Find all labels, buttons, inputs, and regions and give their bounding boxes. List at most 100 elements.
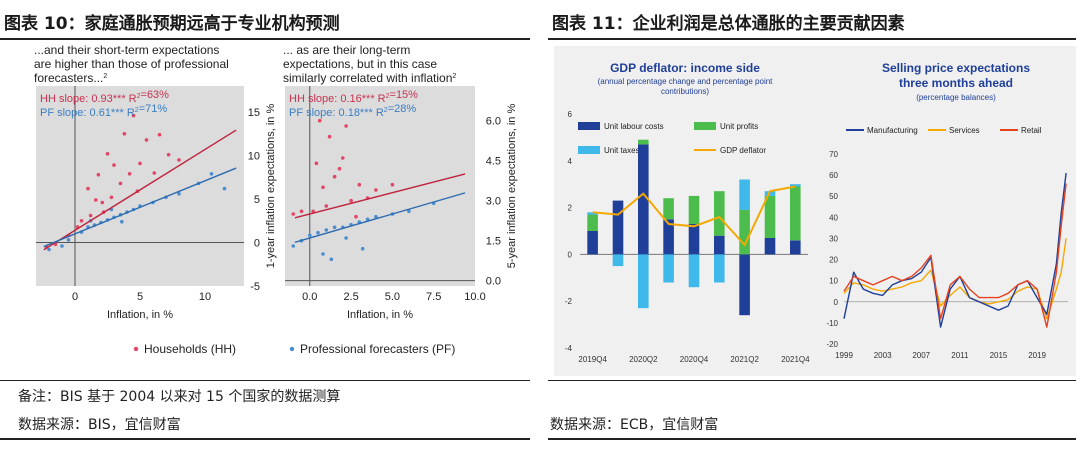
bar-segment — [688, 195, 700, 224]
x-axis-label: Inflation, in % — [347, 309, 413, 321]
legend-label-professional: Professional forecasters (PF) — [300, 342, 455, 356]
y-tick-label: -20 — [826, 340, 838, 349]
x-tick-label: 2020Q2 — [629, 355, 658, 364]
data-point — [374, 214, 378, 219]
data-point — [341, 156, 345, 160]
x-axis-label: Inflation, in % — [107, 309, 173, 321]
data-point — [222, 186, 227, 191]
bar-segment — [663, 219, 674, 255]
chart-title: GDP deflator: income side — [610, 61, 760, 75]
data-point — [118, 181, 123, 186]
source-note: 数据来源：BIS，宜信财富 — [18, 417, 181, 433]
chart-subtitle: ...and their short-term expectations — [34, 43, 219, 57]
data-point — [332, 174, 337, 179]
y-axis-label: 5-year inflation expectations, in % — [506, 104, 518, 269]
data-point — [316, 230, 320, 235]
x-tick-label: 10 — [199, 291, 211, 303]
bar-segment — [587, 214, 598, 231]
y-tick-label: 0 — [254, 238, 260, 250]
data-point — [291, 212, 296, 216]
y-tick-label: 2 — [568, 204, 573, 213]
right-figure: 图表 11：企业利润是总体通胀的主要贡献因素 GDP deflator: inc… — [548, 0, 1080, 451]
y-tick-label: 4 — [568, 157, 573, 166]
data-point — [96, 172, 101, 177]
data-point — [152, 171, 157, 175]
legend-swatch — [578, 146, 600, 154]
data-point — [138, 161, 142, 166]
bar-segment — [612, 200, 624, 255]
data-point — [105, 152, 110, 156]
x-tick-label: 2021Q2 — [730, 355, 759, 364]
bar-segment — [739, 209, 750, 255]
plot-area — [36, 86, 244, 286]
data-point — [329, 257, 334, 262]
legend-label: Services — [949, 126, 980, 135]
legend-label-households: Households (HH) — [144, 342, 236, 356]
data-point — [209, 172, 214, 176]
data-point — [47, 247, 51, 252]
x-tick-label: 5.0 — [385, 291, 400, 303]
scatter-chart-long-term: ... as are their long-termexpectations, … — [283, 43, 518, 321]
legend-label: Unit labour costs — [604, 122, 664, 131]
bar-segment — [638, 254, 649, 309]
bar-segment — [764, 191, 776, 196]
data-point — [365, 217, 370, 222]
data-point — [308, 233, 312, 238]
chart-subtitle: (percentage balances) — [916, 93, 996, 102]
chart-subtitle: ... as are their long-term — [283, 43, 410, 57]
gdp-deflator-chart: GDP deflator: income side (annual percent… — [554, 46, 816, 376]
bar-segment — [790, 186, 801, 241]
data-point — [354, 214, 358, 219]
x-tick-label: 2003 — [874, 351, 892, 360]
fit-line — [43, 167, 237, 248]
data-point — [100, 200, 105, 205]
x-tick-label: 0 — [72, 291, 78, 303]
figure-title: 图表 10：家庭通胀预期远高于专业机构预测 — [4, 14, 340, 34]
y-axis-label: 1-year inflation expectations, in % — [265, 104, 277, 269]
x-tick-label: 2019 — [1028, 351, 1046, 360]
x-tick-label: 2021Q4 — [781, 355, 810, 364]
data-point — [109, 195, 114, 200]
hh-slope-annotation: HH slope: 0.16*** R2=15% — [289, 89, 418, 105]
data-point — [86, 186, 90, 191]
y-tick-label: 40 — [829, 213, 838, 222]
bar-segment — [790, 240, 801, 255]
chart-title: three months ahead — [899, 76, 1013, 90]
data-point — [337, 166, 342, 171]
bar-segment — [688, 254, 700, 288]
y-tick-label: -10 — [826, 319, 838, 328]
series-line — [843, 183, 1067, 328]
data-point — [112, 163, 116, 167]
data-point — [127, 172, 132, 176]
data-point — [344, 236, 348, 240]
data-point — [332, 225, 337, 230]
plot-area — [285, 86, 475, 286]
y-tick-label: 6.0 — [486, 116, 501, 128]
chart-subtitle: contributions) — [661, 87, 709, 96]
data-point — [94, 198, 98, 202]
y-tick-label: 60 — [829, 171, 838, 180]
footnote: 备注：BIS 基于 2004 以来对 15 个国家的数据测算 — [18, 389, 341, 405]
chart-subtitle: similarly correlated with inflation2 — [283, 71, 456, 85]
x-tick-label: 2011 — [951, 351, 969, 360]
chart-title: Selling price expectations — [882, 61, 1030, 75]
data-point — [88, 213, 93, 218]
top-rule — [548, 38, 1076, 40]
legend-label: Unit profits — [720, 122, 758, 131]
data-point — [344, 124, 348, 128]
bar-segment — [587, 212, 598, 215]
data-point — [166, 152, 171, 157]
bottom-rule — [548, 438, 1076, 440]
chart-background — [814, 46, 1076, 376]
x-tick-label: 2020Q4 — [680, 355, 709, 364]
bar-segment — [790, 184, 801, 187]
y-tick-label: -2 — [565, 297, 573, 306]
legend-label: GDP deflator — [720, 146, 766, 155]
fit-line — [43, 129, 237, 251]
x-tick-label: 2.5 — [343, 291, 358, 303]
pf-slope-annotation: PF slope: 0.61*** R2=71% — [40, 103, 167, 119]
x-tick-label: 2019Q4 — [578, 355, 607, 364]
y-tick-label: 0 — [834, 298, 839, 307]
figure-title: 图表 11：企业利润是总体通胀的主要贡献因素 — [552, 14, 905, 34]
